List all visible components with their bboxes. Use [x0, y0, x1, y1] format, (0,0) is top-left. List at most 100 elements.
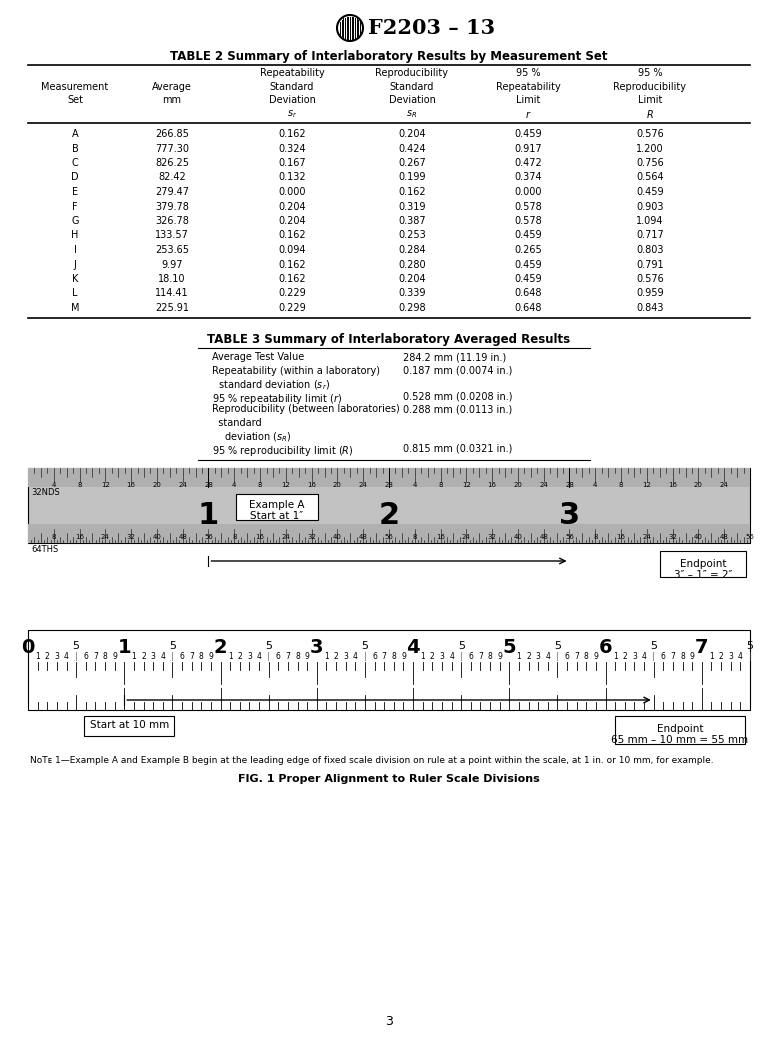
Text: 0.959: 0.959 [636, 288, 664, 299]
Text: 48: 48 [539, 534, 548, 540]
Text: 4: 4 [232, 482, 237, 488]
Text: 12: 12 [282, 482, 290, 488]
Text: 9: 9 [209, 652, 213, 661]
Bar [28, 524, 750, 543]
Text: 12: 12 [101, 482, 110, 488]
Text: 2: 2 [45, 652, 50, 661]
Text: 826.25: 826.25 [155, 158, 189, 168]
Text: 7: 7 [382, 652, 387, 661]
Text: 16: 16 [436, 534, 445, 540]
Text: 284.2 mm (11.19 in.): 284.2 mm (11.19 in.) [403, 353, 506, 362]
Text: 0.387: 0.387 [398, 215, 426, 226]
Text: 0.132: 0.132 [279, 173, 306, 182]
Text: 0.204: 0.204 [398, 129, 426, 139]
Text: FIG. 1 Proper Alignment to Ruler Scale Divisions: FIG. 1 Proper Alignment to Ruler Scale D… [238, 775, 540, 784]
Text: 3: 3 [151, 652, 156, 661]
Text: |: | [460, 652, 462, 661]
Text: 32NDS: 32NDS [31, 488, 60, 497]
Text: 8: 8 [232, 534, 237, 540]
Text: TABLE 2 Summary of Interlaboratory Results by Measurement Set: TABLE 2 Summary of Interlaboratory Resul… [170, 50, 608, 64]
Text: I: I [74, 245, 76, 255]
Text: 1: 1 [324, 652, 329, 661]
Text: 3: 3 [728, 652, 733, 661]
Text: 64THS: 64THS [31, 545, 58, 554]
Text: Endpoint: Endpoint [680, 559, 726, 569]
Text: 65 mm – 10 mm = 55 mm: 65 mm – 10 mm = 55 mm [612, 735, 748, 745]
Text: 6: 6 [180, 652, 184, 661]
Text: 0.843: 0.843 [636, 303, 664, 313]
Text: 4: 4 [64, 652, 69, 661]
Text: 114.41: 114.41 [155, 288, 189, 299]
Text: 5: 5 [554, 641, 561, 651]
Text: 0.424: 0.424 [398, 144, 426, 153]
Text: 0.528 mm (0.0208 in.): 0.528 mm (0.0208 in.) [403, 391, 513, 402]
Text: 16: 16 [488, 482, 496, 488]
Text: 0.229: 0.229 [278, 288, 306, 299]
Text: 1: 1 [198, 501, 219, 530]
Text: 5: 5 [650, 641, 657, 651]
Text: 4: 4 [642, 652, 647, 661]
Text: Reproducibility (between laboratories): Reproducibility (between laboratories) [212, 405, 400, 414]
Text: 9: 9 [497, 652, 502, 661]
Text: 0.265: 0.265 [514, 245, 541, 255]
Text: 3: 3 [54, 652, 59, 661]
Text: 95 % reproducibility limit ($R$): 95 % reproducibility limit ($R$) [212, 443, 353, 457]
Text: 6: 6 [565, 652, 569, 661]
Text: Limit: Limit [638, 95, 662, 105]
Text: 16: 16 [127, 482, 135, 488]
Text: 1: 1 [131, 652, 136, 661]
Text: 3: 3 [385, 1015, 393, 1029]
Text: Set: Set [67, 95, 83, 105]
Text: 8: 8 [619, 482, 623, 488]
Text: 8: 8 [103, 652, 107, 661]
Text: K: K [72, 274, 78, 284]
Text: 777.30: 777.30 [155, 144, 189, 153]
Text: 12: 12 [462, 482, 471, 488]
Text: 0.576: 0.576 [636, 274, 664, 284]
Text: |: | [171, 652, 173, 661]
Text: F: F [72, 202, 78, 211]
Text: 16: 16 [617, 534, 626, 540]
Text: 0.229: 0.229 [278, 303, 306, 313]
Text: 40: 40 [694, 534, 703, 540]
Text: L: L [72, 288, 78, 299]
Text: 7: 7 [574, 652, 579, 661]
Text: D: D [72, 173, 79, 182]
Text: 0.339: 0.339 [398, 288, 426, 299]
Text: 20: 20 [513, 482, 522, 488]
Text: 0.576: 0.576 [636, 129, 664, 139]
Text: G: G [72, 215, 79, 226]
Text: 0.094: 0.094 [279, 245, 306, 255]
Text: 6: 6 [276, 652, 281, 661]
Text: 24: 24 [643, 534, 651, 540]
Text: 0.803: 0.803 [636, 245, 664, 255]
Text: 5: 5 [362, 641, 369, 651]
Text: 24: 24 [359, 482, 367, 488]
Text: 20: 20 [694, 482, 703, 488]
Text: 8: 8 [258, 482, 262, 488]
Text: |: | [363, 652, 366, 661]
Text: 7: 7 [93, 652, 98, 661]
Text: 2: 2 [430, 652, 435, 661]
Text: 133.57: 133.57 [155, 230, 189, 240]
Text: 20: 20 [333, 482, 342, 488]
Text: 0.284: 0.284 [398, 245, 426, 255]
Text: 225.91: 225.91 [155, 303, 189, 313]
Text: 20: 20 [152, 482, 161, 488]
Text: 0.578: 0.578 [514, 215, 541, 226]
Text: 7: 7 [286, 652, 290, 661]
Text: 18.10: 18.10 [158, 274, 186, 284]
Text: 0.815 mm (0.0321 in.): 0.815 mm (0.0321 in.) [403, 443, 513, 454]
Text: $s_r$: $s_r$ [287, 108, 297, 121]
Text: B: B [72, 144, 79, 153]
Text: 4: 4 [593, 482, 598, 488]
Text: 32: 32 [488, 534, 496, 540]
Text: 4: 4 [353, 652, 358, 661]
Text: 32: 32 [127, 534, 135, 540]
Text: 1: 1 [228, 652, 233, 661]
Text: 1: 1 [117, 638, 131, 657]
Text: 9: 9 [690, 652, 695, 661]
Text: 0.000: 0.000 [514, 187, 541, 197]
Text: 0.288 mm (0.0113 in.): 0.288 mm (0.0113 in.) [403, 405, 512, 414]
Text: 266.85: 266.85 [155, 129, 189, 139]
